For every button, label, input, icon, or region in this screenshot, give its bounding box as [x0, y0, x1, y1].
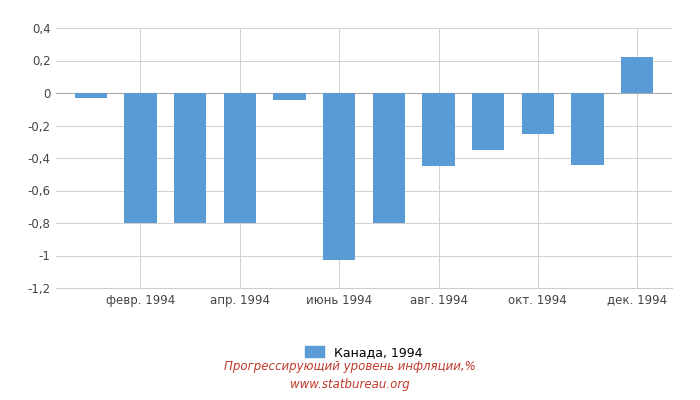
Bar — [323, 93, 356, 260]
Bar — [571, 93, 603, 164]
Bar — [472, 93, 504, 150]
Legend: Канада, 1994: Канада, 1994 — [300, 341, 428, 364]
Bar — [621, 57, 653, 93]
Bar — [224, 93, 256, 223]
Text: www.statbureau.org: www.statbureau.org — [290, 378, 410, 391]
Bar — [174, 93, 206, 223]
Bar — [125, 93, 157, 223]
Bar — [372, 93, 405, 223]
Bar — [273, 93, 306, 100]
Bar — [522, 93, 554, 134]
Bar — [422, 93, 455, 166]
Bar — [75, 93, 107, 98]
Text: Прогрессирующий уровень инфляции,%: Прогрессирующий уровень инфляции,% — [224, 360, 476, 373]
